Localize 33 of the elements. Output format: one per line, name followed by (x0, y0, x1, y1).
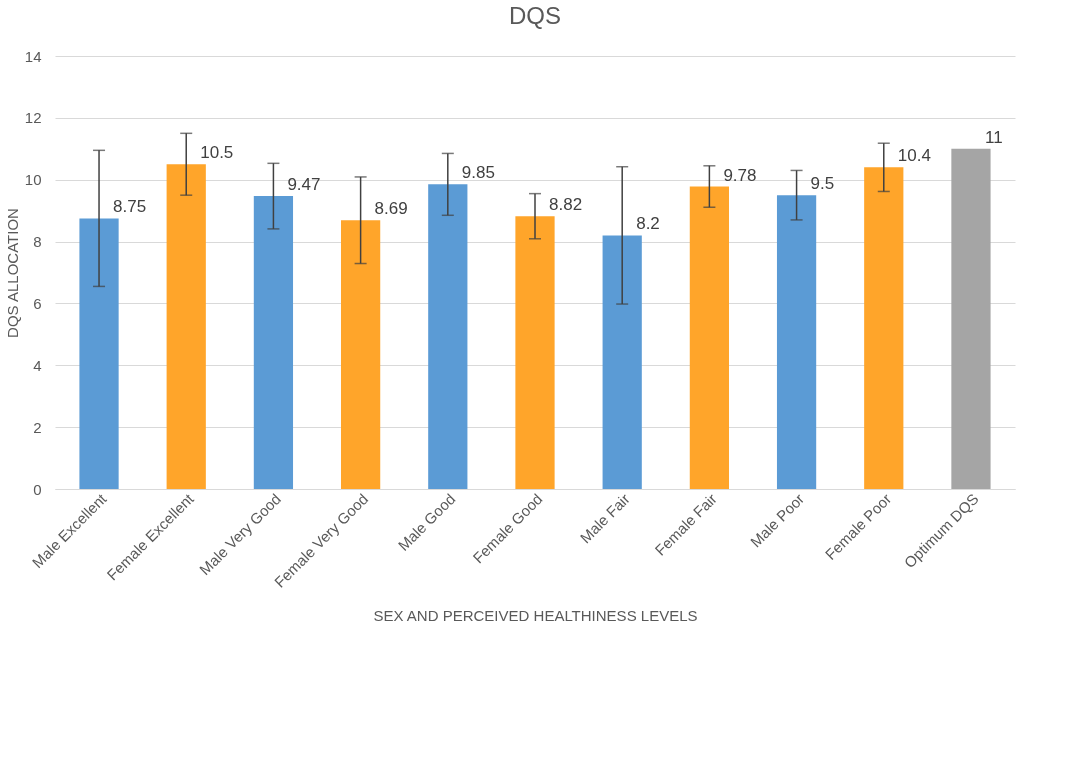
bar (166, 164, 206, 489)
data-label: 9.85 (461, 163, 495, 183)
data-label: 8.69 (374, 199, 408, 219)
y-tick-label: 12 (24, 109, 42, 127)
bar (340, 220, 381, 489)
y-tick-label: 8 (33, 233, 42, 251)
data-label: 9.78 (723, 165, 757, 185)
bar (864, 167, 904, 489)
y-tick-label: 4 (33, 356, 42, 374)
y-tick-label: 10 (24, 171, 42, 189)
bar (689, 186, 730, 489)
y-tick-label: 14 (24, 47, 42, 65)
y-tick-label: 2 (33, 418, 42, 436)
bar (428, 184, 468, 489)
data-label: 9.47 (287, 175, 321, 195)
data-label: 9.5 (810, 174, 835, 194)
bar (951, 148, 991, 489)
bar (79, 218, 119, 489)
data-label: 8.75 (113, 197, 147, 217)
data-label: 8.82 (549, 195, 583, 215)
data-label: 11 (984, 127, 1003, 147)
bar (776, 195, 817, 489)
y-tick-label: 0 (33, 480, 42, 498)
y-axis-title: DQS ALLOCATION (3, 208, 21, 338)
chart-title: DQS (508, 2, 562, 29)
data-label: 10.4 (897, 146, 931, 166)
bar (515, 216, 555, 489)
bar (253, 196, 294, 489)
bar (602, 235, 642, 489)
y-tick-label: 6 (33, 294, 42, 312)
data-label: 8.2 (636, 214, 660, 234)
x-axis-title: SEX AND PERCEIVED HEALTHINESS LEVELS (373, 606, 698, 624)
data-label: 10.5 (200, 143, 234, 163)
